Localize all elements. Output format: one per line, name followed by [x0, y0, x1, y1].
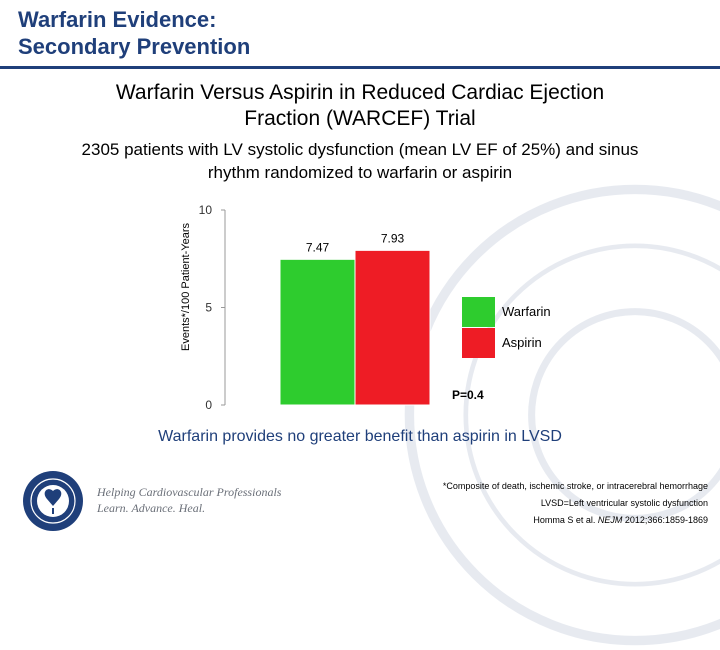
y-tick-label: 5: [205, 301, 212, 315]
conclusion-text: Warfarin provides no greater benefit tha…: [158, 428, 562, 445]
legend-swatch-warfarin: [462, 297, 495, 327]
y-tick-label: 10: [199, 203, 213, 217]
bar-warfarin: [279, 258, 356, 406]
footnote-lvsd: LVSD=Left ventricular systolic dysfuncti…: [540, 498, 708, 508]
p-value-annotation: P=0.4: [452, 388, 484, 402]
legend-swatch-aspirin: [462, 328, 495, 358]
title-divider: [0, 66, 720, 69]
tagline-line-2: Learn. Advance. Heal.: [97, 501, 206, 515]
trial-subtitle-line-2: Fraction (WARCEF) Trial: [244, 107, 476, 130]
trial-description-line-1: 2305 patients with LV systolic dysfuncti…: [81, 140, 639, 159]
trial-description-line-2: rhythm randomized to warfarin or aspirin: [207, 163, 513, 182]
acc-logo-seal: [23, 471, 83, 531]
data-label-warfarin: 7.47: [306, 240, 330, 254]
trial-description: 2305 patients with LV systolic dysfuncti…: [0, 138, 720, 184]
trial-subtitle-line-1: Warfarin Versus Aspirin in Reduced Cardi…: [115, 81, 605, 104]
trial-subtitle: Warfarin Versus Aspirin in Reduced Cardi…: [0, 80, 720, 132]
tagline-line-1: Helping Cardiovascular Professionals: [97, 485, 282, 499]
reference-citation: Homma S et al. NEJM 2012;366:1859-1869: [533, 515, 708, 525]
bar-aspirin: [354, 249, 431, 406]
slide-title-line-1: Warfarin Evidence:: [18, 7, 217, 32]
footnote-composite: *Composite of death, ischemic stroke, or…: [442, 481, 708, 491]
reference-details: 2012;366:1859-1869: [622, 515, 708, 525]
y-tick-label: 0: [205, 398, 212, 412]
slide-title: Warfarin Evidence: Secondary Prevention: [18, 6, 250, 60]
data-label-aspirin: 7.93: [381, 231, 405, 245]
reference-authors: Homma S et al.: [533, 515, 598, 525]
reference-journal: NEJM: [597, 515, 623, 525]
slide-title-line-2: Secondary Prevention: [18, 34, 251, 59]
legend-label-warfarin: Warfarin: [502, 304, 551, 319]
legend-label-aspirin: Aspirin: [502, 335, 542, 350]
bar-chart: 0 5 10 7.47 7.93 Warfarin Aspirin P=0.4: [199, 203, 551, 412]
